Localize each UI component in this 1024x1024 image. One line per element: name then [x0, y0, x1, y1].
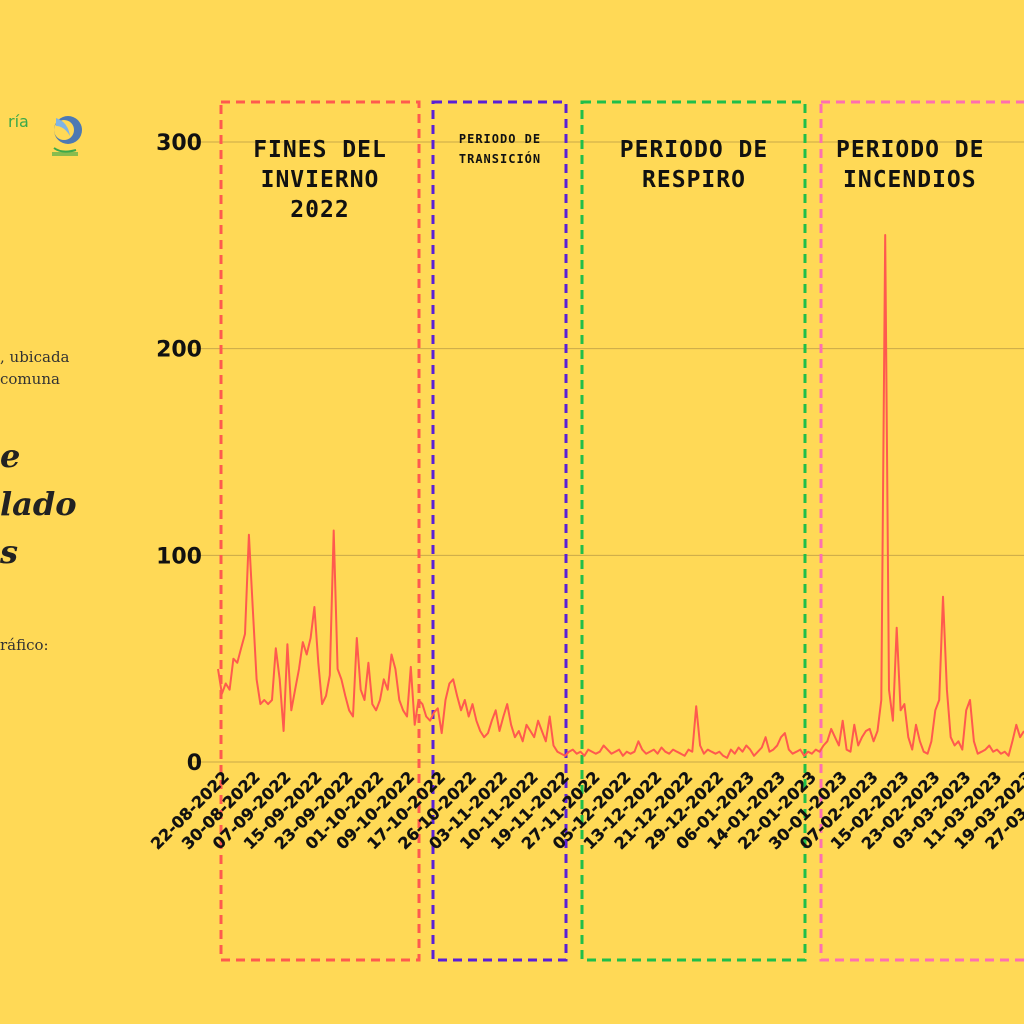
period-title-invierno-line-1: FINES DEL: [253, 137, 387, 163]
panel-title: e lado s: [0, 432, 77, 576]
y-tick-label: 0: [187, 751, 202, 776]
left-panel: ría , ubicada comuna e lado s ráfico:: [0, 0, 110, 1024]
period-title-respiro-line-2: RESPIRO: [642, 167, 746, 193]
panel-title-line-2: lado: [0, 485, 77, 523]
period-box-transicion: [431, 100, 568, 962]
chart-note: ráfico:: [0, 636, 49, 654]
y-axis: 0 100 200 300: [156, 131, 202, 776]
brand-text: ría: [8, 112, 29, 131]
y-tick-label: 200: [156, 338, 202, 363]
period-title-incendios-line-1: PERIODO DE: [836, 137, 984, 163]
period-box-respiro: [580, 100, 807, 962]
period-box-incendios: [819, 100, 1024, 962]
intro-line-2: comuna: [0, 370, 60, 388]
period-box-invierno: [219, 100, 421, 962]
intro-line-1: , ubicada: [0, 348, 70, 366]
period-title-invierno-line-2: INVIERNO: [261, 167, 380, 193]
series-layer: [217, 234, 1024, 759]
y-tick-label: 300: [156, 131, 202, 156]
brand-logo-icon: [52, 116, 82, 156]
panel-title-line-1: e: [0, 437, 21, 475]
period-title-respiro-line-1: PERIODO DE: [620, 137, 768, 163]
x-axis: 22-08-202230-08-202207-09-202215-09-2022…: [147, 767, 1024, 853]
period-title-invierno-line-3: 2022: [290, 197, 349, 223]
y-tick-label: 100: [156, 544, 202, 569]
intro-text: , ubicada comuna: [0, 346, 70, 390]
series-line: [217, 234, 1024, 759]
period-title-incendios-line-2: INCENDIOS: [843, 167, 977, 193]
period-title-transicion-line-2: TRANSICIÓN: [459, 151, 541, 166]
period-title-transicion-line-1: PERIODO DE: [459, 132, 541, 146]
panel-title-line-3: s: [0, 533, 19, 571]
